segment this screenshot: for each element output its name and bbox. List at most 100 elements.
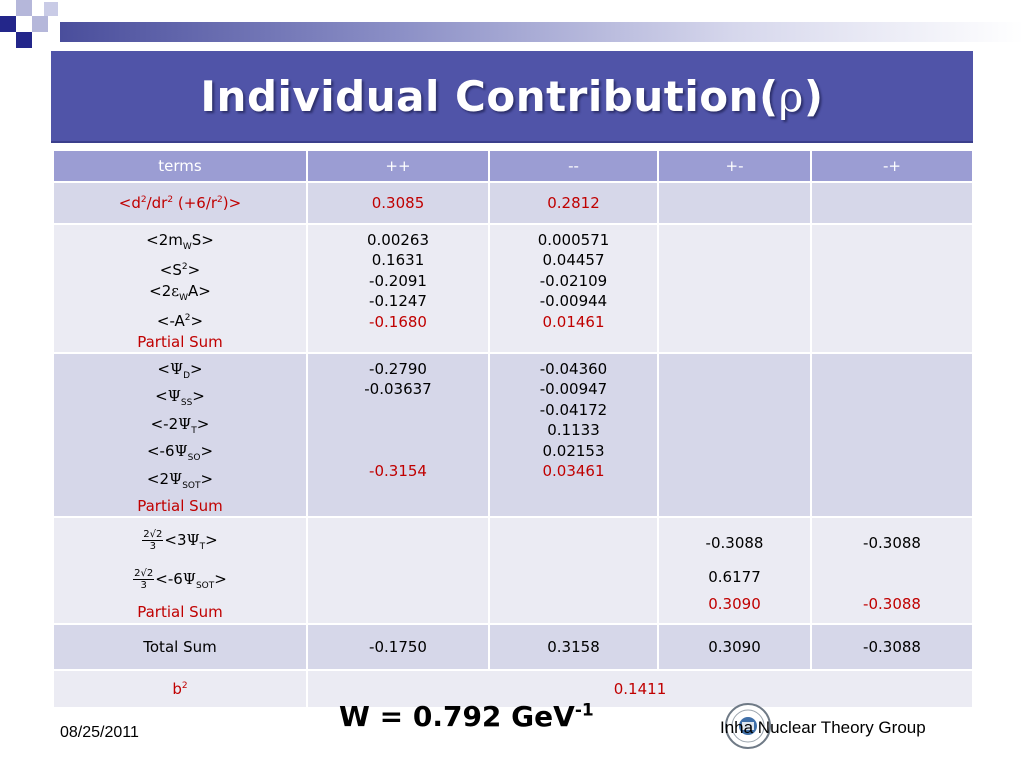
term-text: > bbox=[200, 442, 214, 461]
total-label: Total Sum bbox=[52, 622, 308, 671]
term-text: < bbox=[157, 360, 170, 379]
value-cell: 0.00263 0.1631 -0.2091 -0.1247 -0.1680 bbox=[306, 222, 490, 355]
formula-sup: -1 bbox=[574, 700, 594, 721]
value-cell: 0.000571 0.04457 -0.02109 -0.00944 0.014… bbox=[488, 222, 659, 355]
term-text: > bbox=[205, 531, 218, 550]
table-row: <2mWS> <S2> <2εWA> <-A2> Partial Sum 0.0… bbox=[52, 222, 974, 355]
header-plus-minus: +- bbox=[657, 149, 812, 183]
empty-cell bbox=[657, 222, 812, 355]
term-text: <d bbox=[118, 194, 141, 212]
psi-symbol: Ψ bbox=[169, 469, 183, 488]
deco-square bbox=[44, 2, 58, 16]
value: 0.00263 bbox=[366, 231, 430, 249]
term-line: <-2ΨT> bbox=[54, 414, 306, 441]
psi-symbol: Ψ bbox=[174, 442, 188, 461]
value-cell: -0.3088 -0.3088 bbox=[810, 516, 974, 625]
term-text: S> bbox=[191, 231, 214, 249]
total-value: -0.3088 bbox=[810, 622, 974, 671]
value: -0.00944 bbox=[539, 292, 608, 311]
value: -0.2790 bbox=[369, 360, 427, 379]
term-text: )> bbox=[222, 194, 242, 212]
total-row: Total Sum -0.1750 0.3158 0.3090 -0.3088 bbox=[52, 622, 974, 671]
partial-sum-label: Partial Sum bbox=[137, 603, 223, 622]
term-sup: 2 bbox=[167, 195, 174, 205]
value: -0.1247 bbox=[369, 292, 427, 311]
value-cell: -0.04360 -0.00947 -0.04172 0.1133 0.0215… bbox=[488, 352, 659, 519]
psi-symbol: Ψ bbox=[178, 414, 192, 433]
fraction-numerator: 2√2 bbox=[133, 568, 155, 581]
term-sub: W bbox=[182, 242, 192, 252]
partial-sum-value: 0.3090 bbox=[708, 595, 761, 614]
term-text: > bbox=[200, 469, 214, 488]
deco-square bbox=[16, 16, 32, 32]
header-minus-minus: -- bbox=[488, 149, 659, 183]
footer-date: 08/25/2011 bbox=[60, 724, 139, 741]
footer-group-name: Inha Nuclear Theory Group bbox=[720, 718, 926, 737]
term-sup: 2 bbox=[217, 195, 223, 205]
term-text: <2 bbox=[149, 281, 172, 300]
value: -0.04360 bbox=[539, 360, 608, 379]
term-line: <2mWS> bbox=[54, 230, 306, 257]
term-text: > bbox=[192, 387, 205, 406]
term-sub: SOT bbox=[182, 480, 201, 491]
formula-text: W = 0.792 GeV bbox=[339, 700, 575, 733]
term-sup: 2 bbox=[140, 195, 147, 205]
term-sub: SS bbox=[180, 398, 193, 409]
partial-sum-value: -0.1680 bbox=[369, 312, 427, 331]
partial-sum-label: Partial Sum bbox=[137, 497, 223, 516]
term-text: <2m bbox=[146, 231, 183, 249]
table-row: 2√2 3 <3ΨT> 2√2 3 <-6ΨSOT> Partial Sum -0.30… bbox=[52, 516, 974, 625]
value-cell: 0.3085 bbox=[306, 181, 490, 225]
term-text: <-6 bbox=[155, 570, 183, 589]
psi-symbol: Ψ bbox=[186, 531, 200, 550]
table-row: <ΨD> <ΨSS> <-2ΨT> <-6ΨSO> <2ΨSOT> Partia… bbox=[52, 352, 974, 519]
value: 0.1631 bbox=[371, 251, 425, 270]
term-text: <S bbox=[159, 261, 182, 280]
table-header-row: terms ++ -- +- -+ bbox=[52, 149, 974, 183]
term-line: <S2> bbox=[54, 257, 306, 280]
term-sub: SOT bbox=[195, 581, 215, 592]
fraction-denominator: 3 bbox=[149, 541, 156, 553]
term-label: <ΨD> <ΨSS> <-2ΨT> <-6ΨSO> <2ΨSOT> Partia… bbox=[52, 352, 308, 519]
term-label: <2mWS> <S2> <2εWA> <-A2> Partial Sum bbox=[52, 222, 308, 355]
b2-label: b2 bbox=[52, 668, 308, 709]
term-text: <-A bbox=[156, 312, 185, 331]
value-spacer bbox=[308, 400, 488, 420]
deco-square bbox=[32, 32, 48, 48]
b2-value: 0.1411 bbox=[306, 668, 974, 709]
term-line: <-A2> bbox=[54, 308, 306, 331]
value-cell: 0.2812 bbox=[488, 181, 659, 225]
empty-cell bbox=[657, 352, 812, 519]
term-line: 2√2 3 <3ΨT> bbox=[54, 524, 306, 563]
value-cell: -0.2790 -0.03637 -0.3154 bbox=[306, 352, 490, 519]
term-sub: T bbox=[199, 542, 206, 553]
empty-cell bbox=[810, 222, 974, 355]
title-text: Individual Contribution( bbox=[200, 71, 779, 121]
table-row: <d2/dr2 (+6/r2)> 0.3085 0.2812 bbox=[52, 181, 974, 225]
partial-sum-value: 0.03461 bbox=[542, 462, 605, 481]
empty-cell bbox=[488, 516, 659, 625]
value-cell: -0.3088 0.6177 0.3090 bbox=[657, 516, 812, 625]
term-line: <2ΨSOT> bbox=[54, 469, 306, 496]
term-sup: 2 bbox=[181, 680, 188, 691]
empty-cell bbox=[810, 352, 974, 519]
value: -0.2091 bbox=[369, 271, 427, 290]
title-rho-symbol: ρ bbox=[778, 71, 804, 121]
empty-cell bbox=[306, 516, 490, 625]
partial-sum-value: -0.3088 bbox=[863, 595, 921, 614]
value: 0.02153 bbox=[542, 441, 605, 460]
value-spacer bbox=[308, 420, 488, 440]
term-line: <ΨSS> bbox=[54, 386, 306, 413]
term-text: <3 bbox=[164, 531, 187, 550]
term-sup: 2 bbox=[184, 313, 191, 324]
contribution-table: terms ++ -- +- -+ <d2/dr2 (+6/r2)> 0.308… bbox=[52, 149, 974, 709]
term-sub: T bbox=[191, 425, 197, 436]
term-text: /dr bbox=[146, 194, 168, 212]
term-text: > bbox=[187, 261, 201, 280]
term-line: <2εWA> bbox=[54, 281, 306, 308]
fraction: 2√2 3 bbox=[142, 529, 164, 553]
epsilon-symbol: ε bbox=[171, 281, 180, 300]
value: -0.04172 bbox=[539, 400, 608, 419]
value: 0.04457 bbox=[542, 251, 605, 270]
total-value: 0.3158 bbox=[488, 622, 659, 671]
